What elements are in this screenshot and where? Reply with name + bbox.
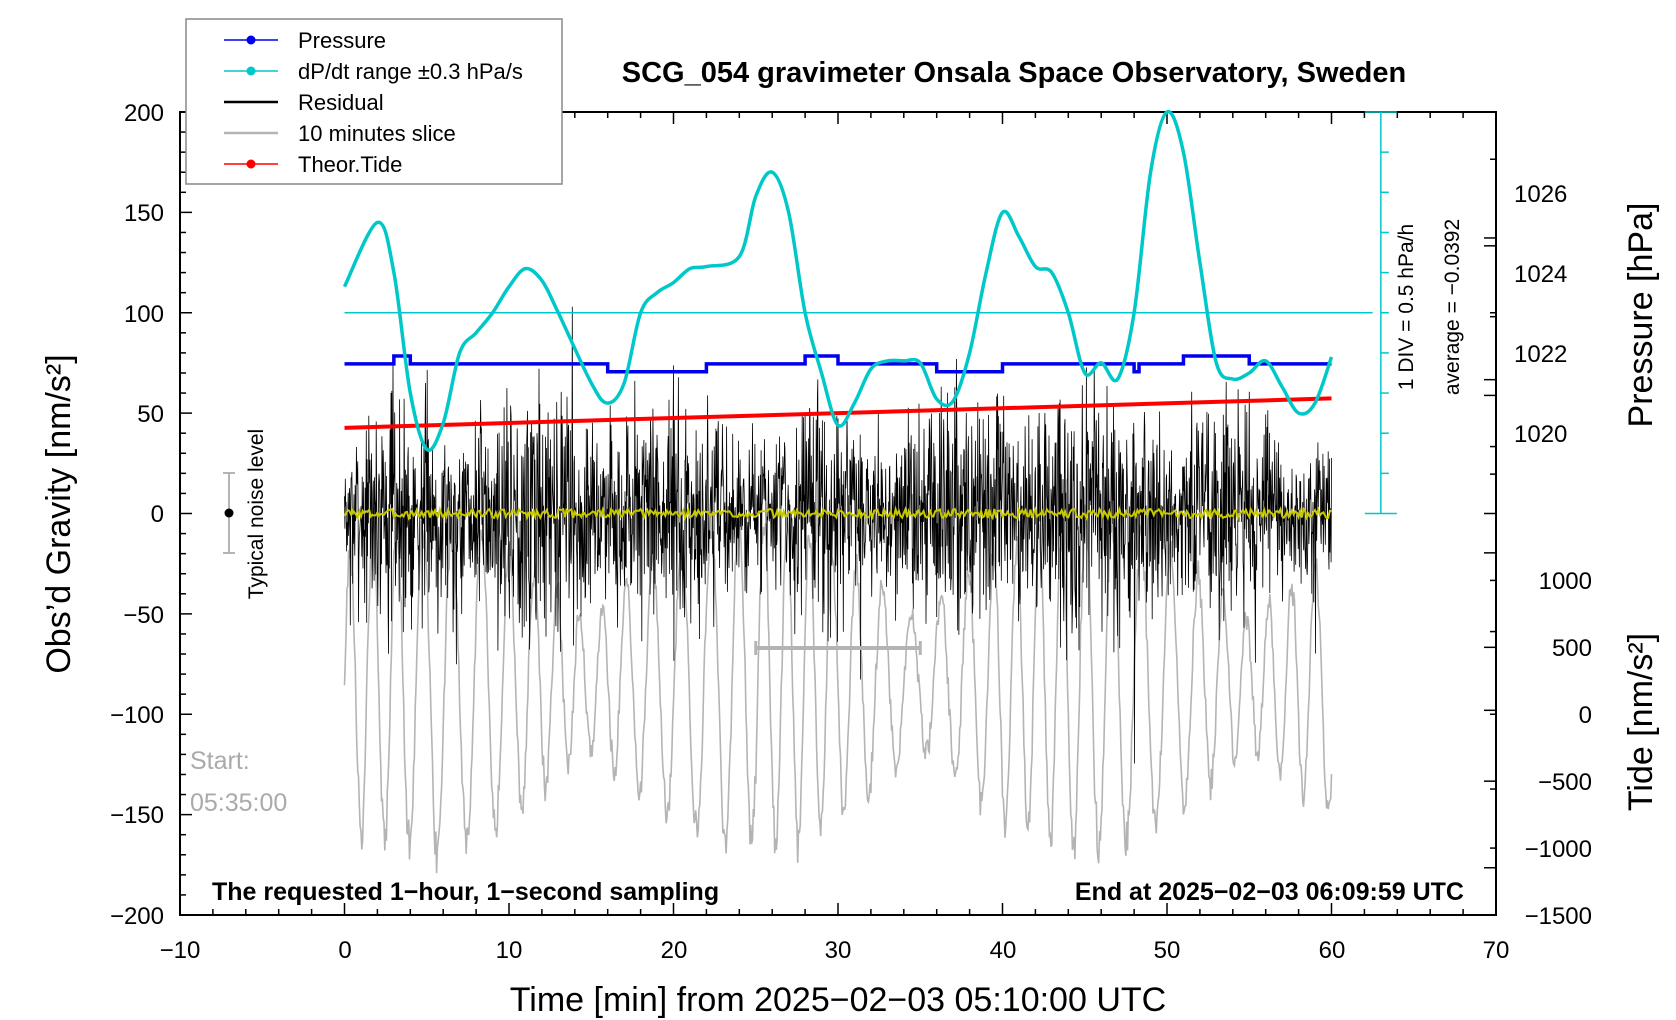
legend-item-dpdt: dP/dt range ±0.3 hPa/s (224, 59, 523, 84)
x-axis-label: Time [min] from 2025−02−03 05:10:00 UTC (510, 981, 1166, 1019)
scale-label-1: 1 DIV = 0.5 hPa/h (1395, 224, 1418, 390)
x-tick-label: 30 (825, 937, 852, 964)
y-tick-labels: 200 150 100 50 0 −50 −100 −150 −200 (110, 100, 164, 930)
noise-level-label: Typical noise level (245, 429, 268, 599)
tide-tick-labels: 1000 500 0 −500 −1000 −1500 (1525, 568, 1592, 930)
legend-item-residual: Residual (224, 90, 384, 115)
tide-tick-label: 0 (1579, 702, 1592, 729)
legend-marker (246, 35, 256, 45)
noise-level-dot (224, 508, 234, 518)
pressure-tick-label: 1020 (1514, 421, 1567, 448)
pressure-line (344, 354, 1332, 374)
dpdt-line (342, 110, 1334, 453)
x-tick-label: 50 (1154, 937, 1181, 964)
pressure-axis-label: Pressure [hPa] (1622, 203, 1660, 428)
y-tick-label: −50 (123, 602, 164, 629)
legend-label: 10 minutes slice (298, 121, 456, 146)
end-time-note: End at 2025−02−03 06:09:59 UTC (1075, 878, 1464, 906)
tide-axis-label: Tide [nm/s²] (1622, 633, 1660, 811)
filtered-line (343, 505, 1332, 522)
slice-series (343, 504, 1333, 874)
x-tick-label: 40 (990, 937, 1017, 964)
slice-bracket (754, 641, 922, 656)
legend: Pressure dP/dt range ±0.3 hPa/s Residual… (185, 18, 563, 185)
y-tick-label: −150 (110, 802, 164, 829)
start-label: Start: (190, 747, 250, 775)
y-tick-label: −200 (110, 903, 164, 930)
y-tick-label: −100 (110, 702, 164, 729)
y-tick-label: 100 (124, 301, 164, 328)
noise-level-marker (223, 472, 235, 554)
y-tick-label: 50 (137, 401, 164, 428)
pressure-tick-label: 1026 (1514, 181, 1567, 208)
x-tick-label: 10 (496, 937, 523, 964)
tide-tick-label: −1000 (1525, 836, 1592, 863)
y-tick-label: 0 (151, 501, 164, 528)
tide-tick-label: 1000 (1539, 568, 1592, 595)
x-tick-label: 70 (1483, 937, 1510, 964)
y-minor-ticks (179, 111, 1497, 916)
x-tick-label: 20 (661, 937, 688, 964)
chart-title: SCG_054 gravimeter Onsala Space Observat… (622, 57, 1406, 89)
legend-label: dP/dt range ±0.3 hPa/s (298, 59, 523, 84)
y-tick-label: 200 (124, 100, 164, 127)
pressure-tick-label: 1024 (1514, 261, 1567, 288)
legend-label: Theor.Tide (298, 152, 402, 177)
residual-line (344, 306, 1332, 764)
residual-series (344, 306, 1332, 764)
tide-tick-label: 500 (1552, 635, 1592, 662)
x-tick-label: 60 (1319, 937, 1346, 964)
y-axis-label: Obs’d Gravity [nm/s²] (40, 354, 78, 673)
legend-item-slice: 10 minutes slice (224, 121, 456, 146)
pressure-tick-labels: 1026 1024 1022 1020 (1514, 181, 1567, 448)
tide-tick-label: −1500 (1525, 903, 1592, 930)
right-minor-ticks (1484, 158, 1496, 916)
dpdt-series (342, 110, 1373, 453)
legend-item-tide: Theor.Tide (224, 152, 402, 177)
scale-label-2: average = −0.0392 (1441, 219, 1464, 395)
legend-item-pressure: Pressure (224, 28, 386, 53)
legend-marker (246, 159, 256, 169)
slice-line (343, 504, 1333, 874)
pressure-series (344, 354, 1332, 374)
pressure-tick-label: 1022 (1514, 341, 1567, 368)
scale-bar (1364, 111, 1397, 515)
filtered-series (343, 505, 1332, 522)
x-tick-label: 0 (338, 937, 351, 964)
legend-marker (246, 66, 256, 76)
legend-label: Pressure (298, 28, 386, 53)
y-tick-label: 150 (124, 200, 164, 227)
start-time: 05:35:00 (190, 789, 287, 817)
x-tick-label: −10 (160, 937, 201, 964)
legend-label: Residual (298, 90, 384, 115)
x-tick-labels: −10 0 10 20 30 40 50 60 70 (160, 937, 1510, 964)
tide-series (344, 396, 1332, 430)
sampling-note: The requested 1−hour, 1−second sampling (212, 878, 719, 906)
tide-tick-label: −500 (1538, 769, 1592, 796)
tide-line (344, 396, 1332, 430)
